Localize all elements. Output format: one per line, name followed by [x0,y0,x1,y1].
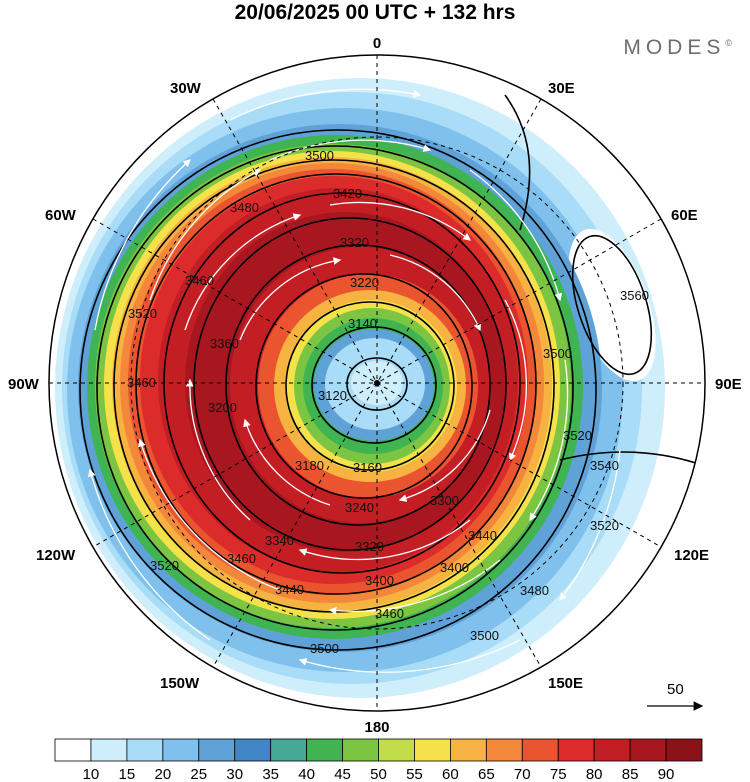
colorbar-tick-label: 10 [83,766,100,782]
copyright-mark: © [725,38,732,48]
lon-label-120w: 120W [36,547,76,564]
lon-label-30w: 30W [170,80,202,97]
wind-streamlines [87,88,621,673]
svg-text:3320: 3320 [355,539,384,554]
svg-text:3420: 3420 [333,186,362,201]
lon-label-60w: 60W [45,207,77,224]
colorbar-tick-label: 85 [622,766,639,782]
colorbar-swatch [126,738,164,762]
svg-text:3500: 3500 [543,346,572,361]
svg-text:3400: 3400 [365,573,394,588]
colorbar-tick-label: 90 [658,766,675,782]
colorbar-tick-label: 70 [514,766,531,782]
svg-text:3460: 3460 [375,606,404,621]
colorbar-swatch [198,738,236,762]
colorbar-swatch [485,738,523,762]
svg-text:3240: 3240 [345,500,374,515]
svg-text:3120: 3120 [318,388,347,403]
svg-text:3180: 3180 [295,458,324,473]
colorbar-tick-label: 75 [550,766,567,782]
modes-logo: MODES© [623,36,732,60]
colorbar-tick-label: 20 [154,766,171,782]
svg-text:3520: 3520 [150,558,179,573]
colorbar-swatch [378,738,415,762]
colorbar-swatch [90,738,128,762]
colorbar-tick-label: 80 [586,766,603,782]
svg-text:3500: 3500 [470,628,499,643]
reference-vector-label: 50 [667,681,684,698]
lon-label-150w: 150W [160,675,200,692]
lon-label-90e: 90E [715,376,742,393]
lon-label-180: 180 [364,719,389,736]
colorbar-swatch [306,738,343,762]
svg-text:3440: 3440 [275,582,304,597]
colorbar-swatch [449,738,487,762]
colorbar-swatch [521,738,559,762]
map-border [48,54,706,712]
colorbar-tick-label: 45 [334,766,351,782]
colorbar-tick-label: 35 [262,766,279,782]
map-title: 20/06/2025 00 UTC + 132 hrs [234,1,516,24]
colorbar-swatch [234,738,272,762]
svg-text:3140: 3140 [348,316,377,331]
colorbar-swatch [414,738,451,762]
svg-text:3460: 3460 [227,551,256,566]
svg-text:3560: 3560 [620,288,649,303]
colorbar-swatch [593,738,631,762]
svg-text:3300: 3300 [430,493,459,508]
svg-text:3440: 3440 [468,528,497,543]
colorbar-swatch [665,738,703,762]
colorbar-swatch [629,738,667,762]
svg-text:3220: 3220 [350,275,379,290]
colorbar-tick-label: 30 [226,766,243,782]
svg-text:3500: 3500 [310,641,339,656]
svg-text:3200: 3200 [208,400,237,415]
svg-text:3460: 3460 [127,375,156,390]
colorbar-swatch [162,738,200,762]
svg-text:3460: 3460 [185,273,214,288]
svg-text:3320: 3320 [340,235,369,250]
svg-text:3340: 3340 [265,533,294,548]
contour-labels: 3500 3420 3480 3320 3460 3220 3520 3560 … [127,148,649,656]
brand-text: MODES [623,36,726,59]
lon-label-0: 0 [373,35,381,52]
colorbar-tick-label: 15 [119,766,136,782]
svg-text:3540: 3540 [590,458,619,473]
svg-text:3360: 3360 [210,336,239,351]
colorbar: 10 15 20 25 30 35 40 45 50 55 60 65 70 75 80 85 90 [54,738,703,782]
colorbar-swatch [54,738,92,762]
svg-text:3520: 3520 [590,518,619,533]
lon-label-120e: 120E [674,547,709,564]
colorbar-tick-label: 40 [298,766,315,782]
svg-text:3400: 3400 [440,560,469,575]
colorbar-swatch [270,738,308,762]
svg-text:3500: 3500 [305,148,334,163]
colorbar-swatch [342,738,379,762]
svg-text:3520: 3520 [128,306,157,321]
colorbar-tick-label: 65 [478,766,495,782]
svg-text:3160: 3160 [353,460,382,475]
colorbar-tick-label: 60 [442,766,459,782]
colorbar-tick-label: 55 [406,766,423,782]
svg-text:3480: 3480 [520,583,549,598]
lon-label-60e: 60E [671,207,698,224]
colorbar-tick-label: 50 [370,766,387,782]
lon-label-90w: 90W [8,376,40,393]
lon-label-30e: 30E [548,80,575,97]
svg-text:3520: 3520 [563,428,592,443]
colorbar-swatch [557,738,595,762]
lon-label-150e: 150E [548,675,583,692]
colorbar-tick-label: 25 [190,766,207,782]
pole-marker [374,380,380,386]
svg-text:3480: 3480 [230,200,259,215]
